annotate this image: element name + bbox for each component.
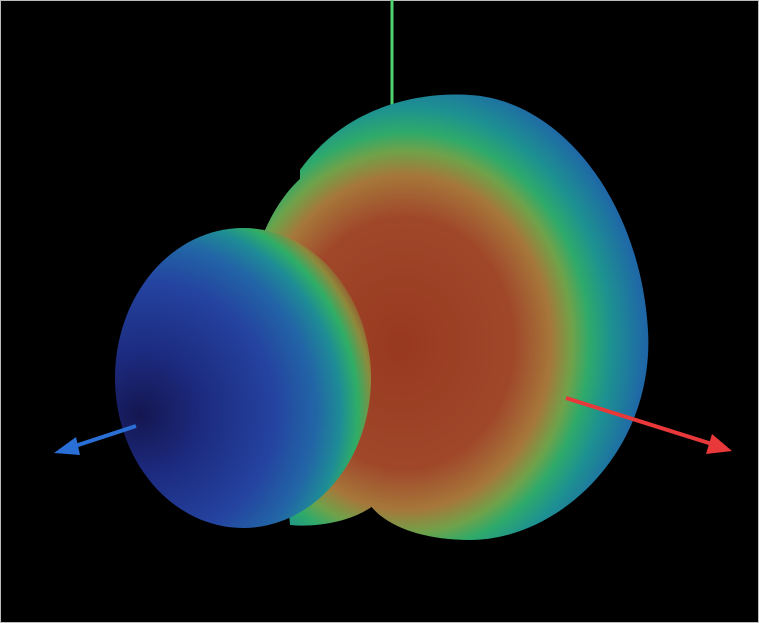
side-lobe: [115, 228, 371, 528]
page: [0, 0, 759, 623]
render-view: [0, 0, 759, 623]
